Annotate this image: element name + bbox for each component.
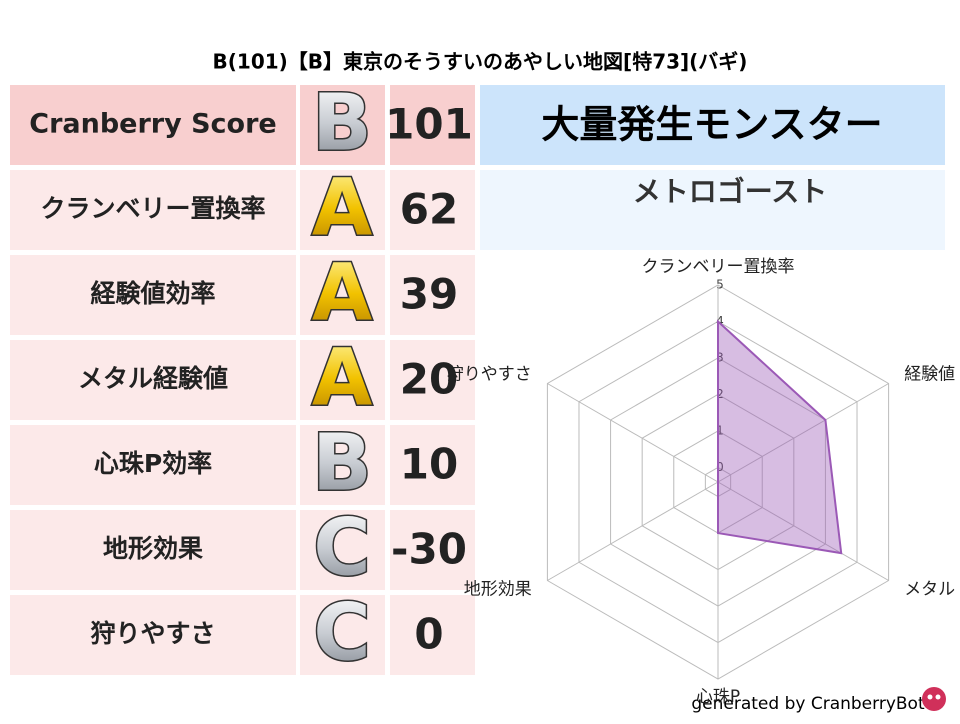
label-cell [10,425,296,505]
bot-icon [922,687,946,711]
score: 10 [400,440,458,489]
score: 20 [400,355,458,404]
score-cell [390,425,475,505]
panel-sub [480,170,945,250]
axis-line [547,383,719,483]
axis-label: 地形効果 [464,580,532,600]
score: 62 [400,185,458,234]
title: B(101)【B】東京のそうすいのあやしい地図[特73](バギ) [213,50,748,74]
data-area [717,319,843,555]
score: -30 [391,525,467,574]
bot-eye [935,694,941,700]
axis-line [717,481,889,581]
grade: A [312,163,372,253]
r-tick-label: 3 [716,350,724,364]
grade: C [313,503,370,593]
r-tick-label: 4 [716,314,724,328]
score: 0 [414,610,443,659]
score-cell [390,340,475,420]
grade: B [312,418,371,508]
row-label: 狩りやすさ [90,619,215,648]
panel-title: 大量発生モンスター [541,103,882,147]
axis-label: 心珠P [696,687,740,707]
r-tick-label: 0 [716,460,724,474]
score-cell [390,255,475,335]
row-label: 地形効果 [103,534,203,563]
grade: A [312,333,372,423]
axis-label: クランベリー置換率 [642,257,795,277]
label-cell [10,255,296,335]
grade: A [312,248,372,338]
label-cell [10,85,296,165]
axis-line [547,481,719,581]
row-label: 経験値効率 [90,279,215,308]
score-cell [390,510,475,590]
r-tick-label: 5 [716,278,724,292]
label-cell [10,595,296,675]
grade-cell [300,170,385,250]
axis-label: 狩りやすさ [447,365,532,385]
score: 39 [400,270,458,319]
footer: generated by CranberryBot [691,694,925,714]
grade: B [312,78,371,168]
grade-cell [300,425,385,505]
score-cell [390,595,475,675]
label-cell [10,510,296,590]
grade-cell [300,595,385,675]
grade-cell [300,255,385,335]
r-tick-label: 2 [716,387,724,401]
panel-subtitle: メトロゴースト [633,175,828,208]
grade-cell [300,340,385,420]
score-cell [390,170,475,250]
bot-eye [927,694,933,700]
row-label: クランベリー置換率 [40,194,265,223]
label-cell [10,170,296,250]
grade-cell [300,85,385,165]
r-tick-label: 1 [716,423,724,437]
score-cell [390,85,475,165]
axis-label: 経験値 [904,365,955,385]
panel-header [480,85,945,165]
label-cell [10,340,296,420]
score: 101 [385,100,473,149]
axis-line [717,383,889,483]
grade-cell [300,510,385,590]
row-label: メタル経験値 [78,364,228,393]
row-label: 心珠P効率 [94,449,212,478]
grade: C [313,588,370,678]
axis-label: メタル [904,580,955,600]
row-label: Cranberry Score [29,109,276,140]
